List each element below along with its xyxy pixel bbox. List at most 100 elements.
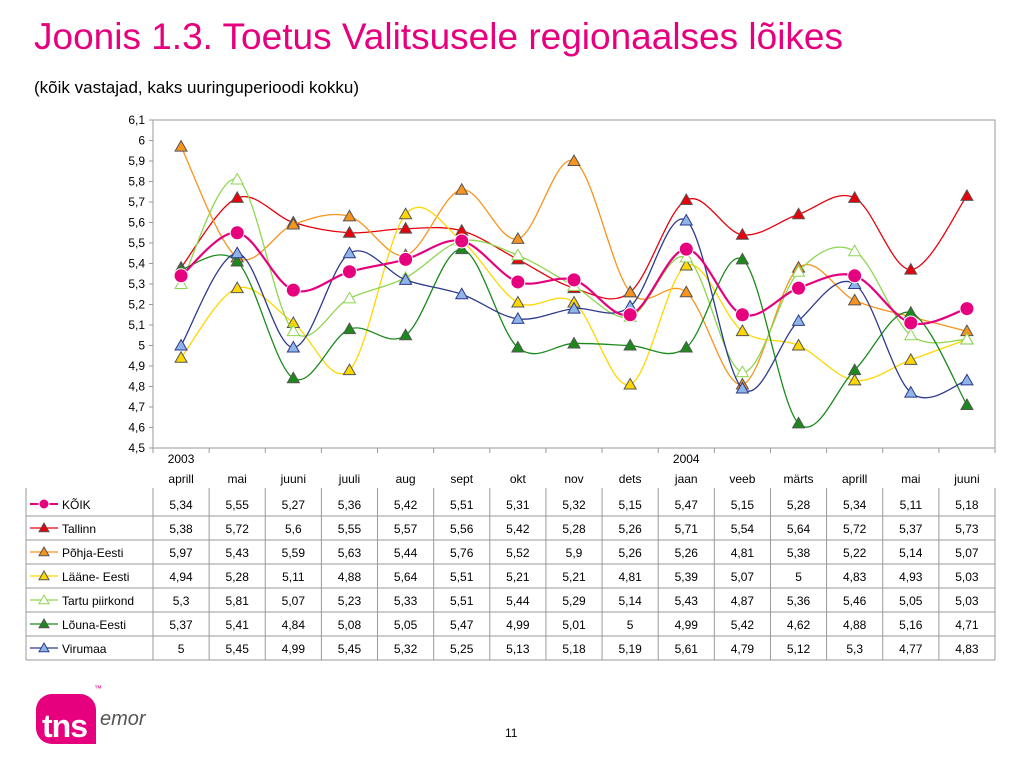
- table-cell: 4,83: [955, 642, 979, 656]
- page-number: 11: [505, 726, 518, 740]
- logo-sub-text: emor: [100, 708, 146, 730]
- data-point: [230, 246, 245, 259]
- table-cell: 5,43: [675, 594, 699, 608]
- x-tick-label: nov: [564, 472, 583, 486]
- table-cell: 5,6: [285, 522, 302, 536]
- logo-block: tns: [36, 694, 96, 744]
- legend-key-marker: [38, 521, 50, 533]
- data-point: [679, 192, 694, 205]
- y-tick-label: 5,3: [128, 277, 145, 291]
- table-cell: 5,12: [787, 642, 811, 656]
- y-tick-label: 5,4: [128, 257, 145, 271]
- y-tick-label: 5,1: [128, 318, 145, 332]
- data-point: [735, 324, 750, 337]
- table-cell: 4,87: [731, 594, 755, 608]
- data-point: [847, 244, 862, 257]
- data-point: [679, 258, 694, 271]
- table-cell: 5,07: [731, 570, 755, 584]
- legend-key-marker: [38, 641, 50, 653]
- table-cell: 5,37: [899, 522, 923, 536]
- table-cell: 5,47: [675, 498, 699, 512]
- table-cell: 5,72: [226, 522, 250, 536]
- data-point: [735, 381, 750, 394]
- table-cell: 5,38: [787, 546, 811, 560]
- data-point: [342, 209, 357, 222]
- data-point: [286, 217, 301, 230]
- legend-label: Lääne- Eesti: [62, 570, 129, 584]
- table-cell: 5,51: [450, 498, 474, 512]
- table-cell: 5,28: [226, 570, 250, 584]
- legend-label: KÕIK: [62, 497, 91, 512]
- data-point: [847, 363, 862, 376]
- legend-key-marker: [38, 617, 50, 629]
- table-cell: 5,44: [506, 594, 530, 608]
- data-point: [960, 332, 974, 345]
- table-cell: 5,61: [675, 642, 699, 656]
- table-cell: 5,03: [955, 570, 979, 584]
- table-cell: 5,76: [450, 546, 474, 560]
- table-cell: 5,54: [731, 522, 755, 536]
- table-cell: 5,42: [731, 618, 755, 632]
- legend-key-marker: [38, 498, 50, 510]
- data-point: [342, 363, 357, 376]
- table-cell: 5,23: [338, 594, 362, 608]
- table-cell: 5,14: [618, 594, 642, 608]
- table-cell: 5,18: [955, 498, 979, 512]
- data-point: [230, 254, 245, 267]
- table-cell: 5,55: [226, 498, 250, 512]
- table-cell: 5: [627, 618, 634, 632]
- table-cell: 5,38: [169, 522, 193, 536]
- data-point: [511, 311, 525, 324]
- legend-label: Põhja-Eesti: [62, 546, 123, 560]
- table-cell: 5,51: [450, 570, 474, 584]
- data-point: [341, 264, 357, 280]
- table-cell: 5,59: [282, 546, 306, 560]
- data-point: [398, 221, 413, 234]
- table-cell: 5,26: [618, 546, 642, 560]
- table-cell: 5,63: [338, 546, 362, 560]
- table-cell: 5,42: [394, 498, 418, 512]
- table-cell: 5,11: [900, 498, 923, 512]
- table-cell: 5,42: [506, 522, 530, 536]
- table-cell: 5,52: [506, 546, 530, 560]
- y-tick-label: 4,5: [128, 441, 145, 455]
- x-tick-label: mai: [228, 472, 247, 486]
- y-tick-label: 4,9: [128, 359, 145, 373]
- table-cell: 4,81: [731, 546, 755, 560]
- table-cell: 5,47: [450, 618, 474, 632]
- data-point: [903, 262, 918, 275]
- y-tick-label: 4,8: [128, 380, 145, 394]
- series-line: [180, 206, 968, 386]
- data-point: [511, 248, 525, 261]
- x-tick-label: okt: [510, 472, 527, 486]
- table-cell: 4,81: [618, 570, 642, 584]
- data-point: [679, 285, 694, 298]
- table-cell: 5,14: [899, 546, 923, 560]
- data-point: [623, 338, 637, 351]
- data-point: [454, 233, 470, 249]
- table-cell: 5,29: [562, 594, 586, 608]
- legend-key-marker: [38, 593, 50, 605]
- table-cell: 5,97: [169, 546, 193, 560]
- table-cell: 4,83: [843, 570, 867, 584]
- table-cell: 5,32: [562, 498, 586, 512]
- table-cell: 5,03: [955, 594, 979, 608]
- logo-trademark: ™: [94, 684, 102, 693]
- table-cell: 5,27: [282, 498, 306, 512]
- data-point: [454, 182, 469, 195]
- table-cell: 5,34: [843, 498, 867, 512]
- data-point: [567, 336, 581, 349]
- y-tick-label: 6,1: [128, 113, 145, 127]
- table-cell: 5,64: [787, 522, 811, 536]
- table-cell: 5,15: [731, 498, 755, 512]
- table-cell: 4,79: [731, 642, 755, 656]
- data-point: [398, 207, 413, 220]
- page-title: Joonis 1.3. Toetus Valitsusele regionaal…: [34, 16, 843, 57]
- data-point: [791, 338, 806, 351]
- data-point: [174, 338, 188, 351]
- table-cell: 4,93: [899, 570, 923, 584]
- table-cell: 5,3: [846, 642, 863, 656]
- table-cell: 4,77: [899, 642, 923, 656]
- table-cell: 5,55: [338, 522, 362, 536]
- table-cell: 5,08: [338, 618, 362, 632]
